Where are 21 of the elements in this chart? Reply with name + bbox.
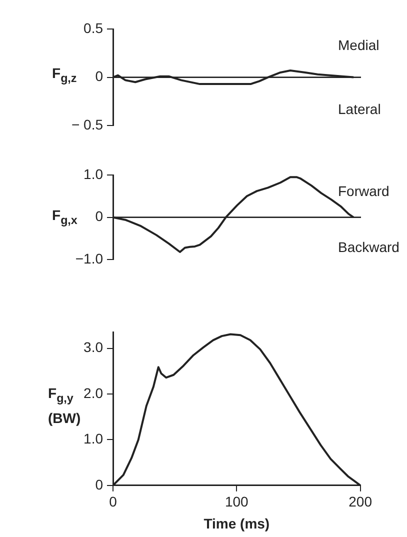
y-tick-label: −1.0: [75, 250, 104, 266]
annotation: Medial: [338, 37, 380, 53]
y-tick-label: 1.0: [84, 166, 104, 182]
annotation: Forward: [338, 183, 390, 199]
x-tick-label: 200: [348, 494, 372, 510]
x-tick-label: 0: [109, 494, 118, 510]
y-tick-label: 2.0: [84, 384, 104, 401]
y-axis-title: F$_{g,x}$: [52, 206, 78, 226]
x-axis-title: Time (ms): [204, 515, 270, 532]
y-tick-label: 1.0: [84, 430, 104, 447]
annotation: Backward: [338, 239, 400, 255]
y-tick-label: − 0.5: [71, 116, 104, 132]
y-tick-label: 0: [95, 208, 104, 224]
y-axis-title: F$_{g,y}$ (BW): [48, 384, 81, 426]
y-axis-title: F$_{g,z}$: [52, 64, 77, 84]
y-tick-label: 0: [95, 476, 104, 492]
y-tick-label: 0: [95, 68, 104, 84]
y-tick-label: 3.0: [84, 339, 104, 356]
x-tick-label: 100: [224, 494, 249, 510]
annotation: Lateral: [338, 101, 381, 117]
y-tick-label: 0.5: [84, 20, 104, 36]
